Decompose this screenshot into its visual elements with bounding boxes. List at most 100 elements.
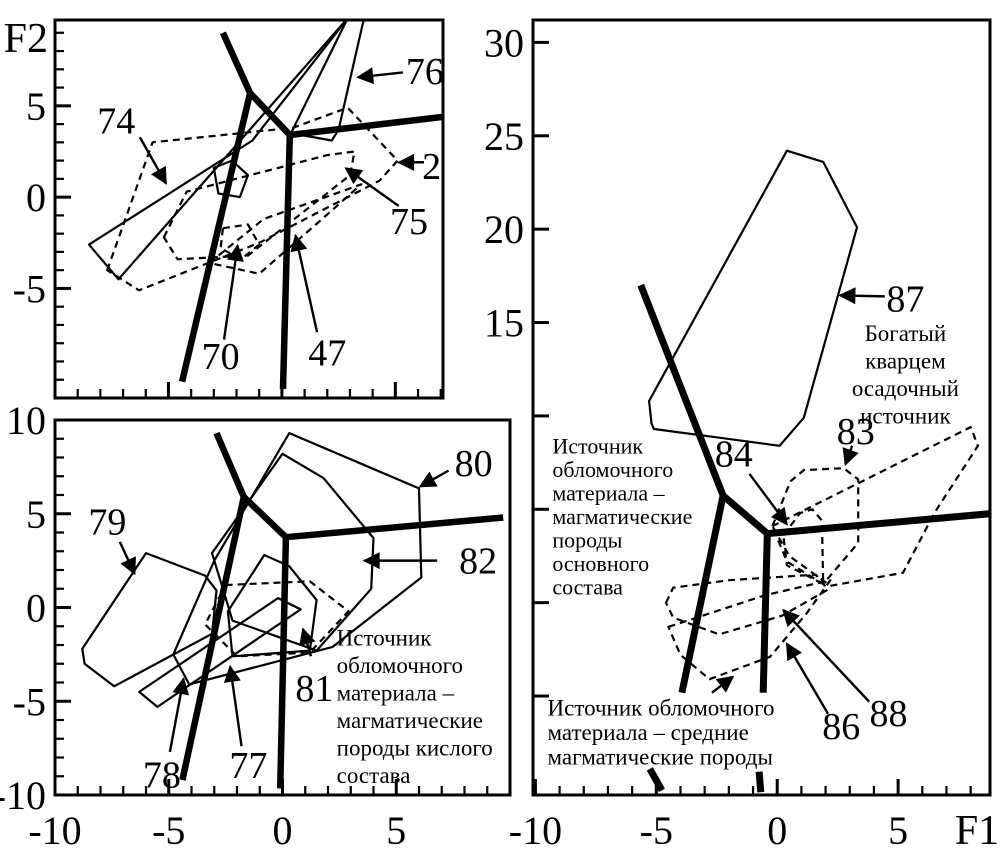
annotation-line: кварцем <box>865 349 946 374</box>
y-tick-label: 5 <box>26 492 46 537</box>
field-82-outline <box>210 452 375 652</box>
annotation-line: осадочный <box>852 376 959 401</box>
discriminant-boundary <box>766 510 990 538</box>
label-arrow <box>782 608 870 703</box>
annotation-line: Богатый <box>865 321 947 346</box>
panel-frame <box>53 18 445 400</box>
panel-frame <box>531 18 992 797</box>
field-78-outline <box>138 596 302 709</box>
field-75-outline <box>162 150 356 261</box>
annotation-line: обломочного <box>552 457 673 482</box>
field-unlabeled-outline <box>212 159 249 199</box>
field-label-2: 2 <box>422 146 441 188</box>
y-tick-label: 30 <box>484 20 524 65</box>
annotation-line: источник <box>860 404 951 429</box>
label-arrow <box>785 642 830 715</box>
field-label-88: 88 <box>869 693 907 735</box>
x-tick-label: -5 <box>152 808 185 853</box>
axis-title-F2: F2 <box>4 16 48 62</box>
axis-title-F1: F1 <box>955 808 999 854</box>
field-79-outline <box>81 551 218 688</box>
annotation-line: магматические <box>337 708 483 733</box>
panel-top-left: 5 0 -5 76 74 2 75 70 47 <box>13 18 445 400</box>
y-tick-label: 0 <box>26 586 46 631</box>
field-label-78: 78 <box>143 754 181 796</box>
field-47-outline <box>208 183 363 275</box>
label-arrow <box>356 67 403 85</box>
label-arrow <box>748 473 788 526</box>
label-arrow <box>138 136 167 185</box>
annotation-line: Источник обломочного <box>548 696 775 721</box>
field-70-outline <box>219 223 261 261</box>
discriminant-boundary <box>178 92 254 383</box>
field-label-70: 70 <box>202 336 240 378</box>
panel-top-left-ticks <box>53 31 442 398</box>
panel-right-ticks <box>533 40 972 795</box>
discriminant-boundary <box>759 533 771 693</box>
annotation-line: магматические породы <box>548 745 773 770</box>
field-unlabeled-outline <box>771 426 980 587</box>
label-arrow <box>290 233 319 333</box>
x-tick-label: 5 <box>888 808 908 853</box>
label-arrow <box>418 469 450 488</box>
discriminant-boundary <box>755 771 765 793</box>
field-80-outline <box>172 432 423 686</box>
y-tick-label: 20 <box>484 207 524 252</box>
y-tick-label: -10 <box>0 773 46 818</box>
label-arrow <box>344 167 400 208</box>
field-label-74: 74 <box>97 100 135 142</box>
label-arrow <box>118 541 136 576</box>
field-2-outline <box>106 106 399 292</box>
annotation-line: материала – средние <box>548 720 749 745</box>
label-arrow <box>842 445 859 467</box>
x-tick-label: 5 <box>386 808 406 853</box>
label-arrow <box>838 287 885 305</box>
discriminant-boundary <box>276 537 290 789</box>
label-arrow <box>168 677 190 753</box>
x-tick-label: 0 <box>767 808 787 853</box>
field-label-75: 75 <box>390 201 428 243</box>
y-tick-label: 15 <box>484 301 524 346</box>
x-tick-label: 0 <box>273 808 293 853</box>
annotation-line: обломочного <box>337 653 463 678</box>
discriminant-boundary <box>289 113 443 139</box>
field-label-77: 77 <box>229 745 267 787</box>
field-81-outline <box>204 580 350 658</box>
x-tick-label: -10 <box>509 808 562 853</box>
annotation-line: материала – <box>337 681 455 706</box>
annotation-line: Источник <box>552 433 643 458</box>
discriminant-boundary <box>678 494 727 694</box>
discriminant-boundary <box>279 134 294 389</box>
discriminant-boundary <box>179 496 247 781</box>
label-arrow <box>223 664 243 747</box>
annotation-line: породы <box>552 527 622 552</box>
annotation-line: магматические <box>552 504 692 529</box>
y-tick-label: 25 <box>484 114 524 159</box>
y-tick-label: 0 <box>26 175 46 220</box>
field-76-outline <box>289 20 365 142</box>
annotation-line: состава <box>337 763 411 788</box>
discriminant-boundary <box>285 514 504 541</box>
y-tick-label: 10 <box>6 398 46 443</box>
field-label-83: 83 <box>837 411 875 453</box>
label-arrow <box>711 675 735 694</box>
annotation-line: материала – <box>552 480 665 505</box>
field-83-outline <box>771 467 860 586</box>
y-tick-label: -5 <box>13 266 46 311</box>
label-arrow <box>222 243 244 340</box>
field-label-76: 76 <box>406 51 444 93</box>
label-arrow <box>299 627 316 657</box>
y-tick-label: 5 <box>26 84 46 129</box>
field-label-81: 81 <box>295 668 333 710</box>
field-label-79: 79 <box>88 501 126 543</box>
field-label-47: 47 <box>308 332 346 374</box>
annotation-line: основного <box>552 551 649 576</box>
field-74-outline <box>87 20 348 281</box>
